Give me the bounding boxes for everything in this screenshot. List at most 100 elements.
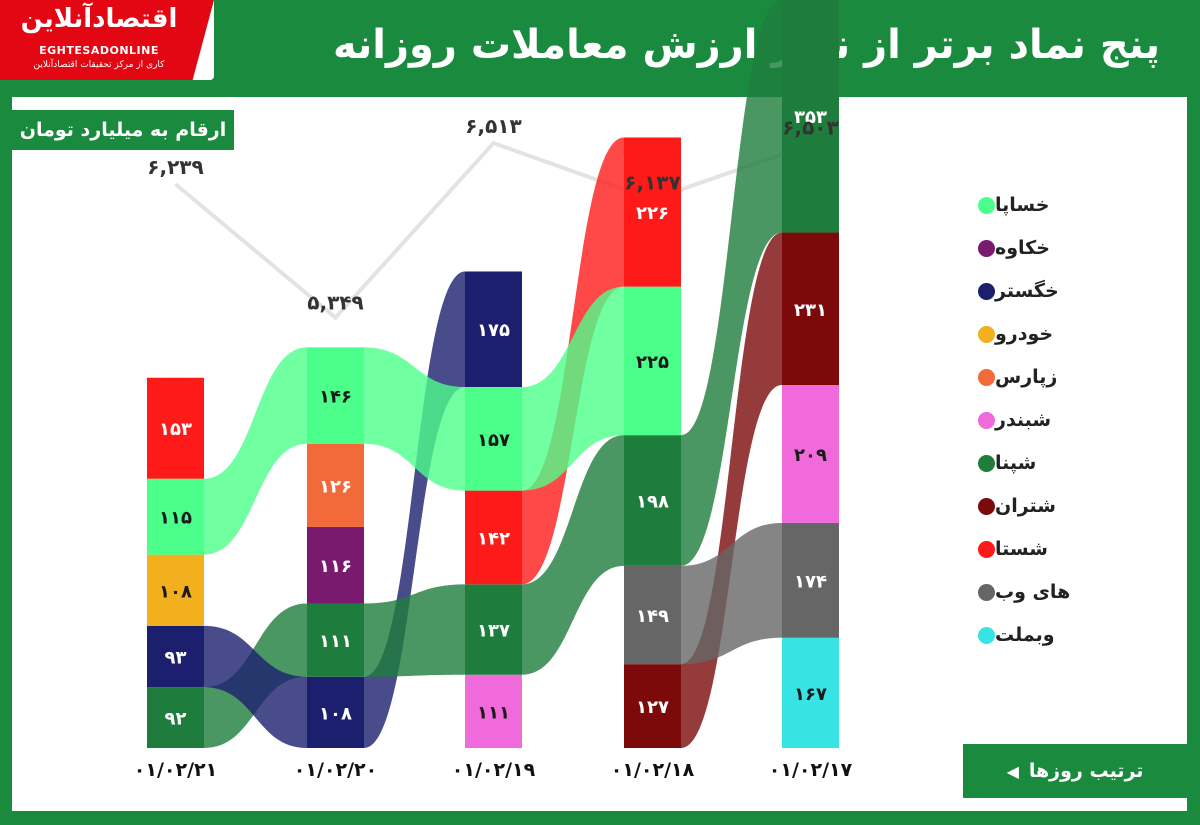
- bar-segment-زپارس: [307, 443, 364, 527]
- bar-segment-شپنا: [307, 603, 364, 677]
- legend-swatch: [978, 411, 995, 429]
- bar-segment-شستا: [624, 137, 681, 287]
- order-label-text: ترتیب روزها: [1028, 760, 1144, 782]
- logo: اقتصادآنلاین EGHTESADONLINE کاری از مرکز…: [0, 0, 214, 80]
- legend-item: وبملت: [970, 620, 1100, 650]
- bar-value-label: ۳۵۳: [794, 107, 827, 128]
- legend-label: خودرو: [995, 323, 1054, 345]
- bar-value-label: ۱۷۴: [794, 571, 827, 592]
- legend-item: خساپا: [970, 190, 1100, 220]
- legend-item: شتران: [970, 491, 1100, 521]
- legend-label: خگستر: [995, 280, 1059, 302]
- bar-segment-شستا: [147, 377, 204, 479]
- bar-value-label: ۱۱۵: [159, 508, 192, 529]
- totals-line: [174, 140, 812, 321]
- legend-label: زپارس: [995, 366, 1058, 388]
- legend-swatch: [978, 196, 995, 214]
- bar-value-label: ۱۱۱: [319, 631, 352, 652]
- legend-item: شبندر: [970, 405, 1100, 435]
- legend-item: شستا: [970, 534, 1100, 564]
- bar-value-label: ۱۷۵: [477, 320, 510, 341]
- bar-value-label: ۱۳۷: [477, 621, 510, 642]
- legend-swatch: [978, 540, 995, 558]
- flow-خساپا: [522, 286, 624, 491]
- bar-segment-شتران: [782, 232, 839, 385]
- bar-segment-شپنا: [782, 0, 839, 233]
- bar-value-label: ۲۲۶: [636, 203, 669, 224]
- logo-text: اقتصادآنلاین: [20, 4, 179, 34]
- flow-خساپا: [364, 347, 465, 491]
- flow-خگستر: [204, 625, 307, 748]
- bar-segment-شتران: [624, 664, 681, 748]
- bar-segment-وبملت: [782, 637, 839, 748]
- bar-value-label: ۱۵۳: [159, 419, 192, 440]
- total-label: ۶,۵۱۳: [465, 114, 521, 138]
- logo-subtitle: کاری از مرکز تحقیقات اقتصادآنلاین: [33, 60, 165, 70]
- flow-شپنا: [364, 584, 465, 677]
- bar-segment-خگستر: [465, 271, 522, 387]
- total-label: ۶,۲۳۹: [147, 155, 203, 179]
- bar-segment-خساپا: [624, 286, 681, 436]
- units-label: ارقام به میلیارد تومان: [12, 110, 234, 150]
- legend-swatch: [978, 583, 995, 601]
- bar-value-label: ۹۳: [165, 648, 187, 669]
- legend-label: خکاوه: [995, 237, 1050, 259]
- bar-segment-خساپا: [147, 478, 204, 555]
- bar-segment-های وب: [624, 565, 681, 665]
- bar-value-label: ۱۴۶: [319, 387, 352, 408]
- bar-segment-خساپا: [465, 386, 522, 491]
- total-label: ۶,۵۰۳: [782, 116, 838, 140]
- legend-item: زپارس: [970, 362, 1100, 392]
- flow-خساپا: [204, 347, 307, 555]
- bar-value-label: ۱۴۹: [636, 606, 669, 627]
- legend-item: خگستر: [970, 276, 1100, 306]
- totals-polyline: [174, 140, 812, 321]
- legend-swatch: [978, 368, 995, 386]
- page-title: پنج نماد برتر از نظر ارزش معاملات روزانه: [332, 22, 1160, 68]
- order-label: ترتیب روزها ◀: [963, 744, 1187, 798]
- bar-labels: ۹۲ ۹۳ ۱۰۸ ۱۱۵ ۱۵۳ ۱۰۸ ۱۱۱ ۱۱۶ ۱۲۶ ۱۴۶ ۱۱۱ ۱۳۷ ۱۴۲ ۱۵۷…: [159, 107, 827, 730]
- legend-swatch: [978, 454, 995, 472]
- bar-value-label: ۲۲۵: [636, 352, 669, 373]
- legend-swatch: [978, 626, 995, 644]
- arrow-left-icon: ◀: [1006, 761, 1019, 781]
- x-tick-label: ۰۱/۰۲/۱۷: [769, 759, 853, 781]
- x-tick-label: ۰۱/۰۲/۱۹: [452, 759, 536, 781]
- legend-label: شتران: [995, 495, 1056, 517]
- bar-segment-خودرو: [147, 554, 204, 626]
- bar-value-label: ۱۱۶: [319, 556, 352, 577]
- x-tick-label: ۰۱/۰۲/۱۸: [611, 759, 695, 781]
- logo-bar: [0, 0, 214, 80]
- bar-value-label: ۲۰۹: [794, 445, 827, 466]
- bar-segment-خکاوه: [307, 526, 364, 604]
- bar-segment-خگستر: [147, 625, 204, 688]
- bar-segment-شستا: [465, 490, 522, 585]
- legend-label: شپنا: [995, 452, 1037, 474]
- legend-item: خودرو: [970, 319, 1100, 349]
- x-tick-label: ۰۱/۰۲/۲۱: [134, 759, 217, 781]
- bar-value-label: ۱۴۲: [477, 528, 510, 549]
- bar-value-label: ۱۵۷: [477, 430, 510, 451]
- legend-label: های وب: [995, 581, 1071, 603]
- bar-segment-شبندر: [465, 674, 522, 748]
- legend-item: خکاوه: [970, 233, 1100, 263]
- legend-swatch: [978, 325, 995, 343]
- legend-item: های وب: [970, 577, 1100, 607]
- bar-value-label: ۱۰۸: [159, 581, 192, 602]
- legend-label: خساپا: [995, 194, 1050, 216]
- bar-value-label: ۱۶۷: [794, 684, 827, 705]
- x-tick-label: ۰۱/۰۲/۲۰: [294, 759, 377, 781]
- flow-شپنا: [681, 0, 782, 566]
- bar-segment-خگستر: [307, 676, 364, 748]
- bars: [147, 0, 839, 748]
- legend-swatch: [978, 497, 995, 515]
- total-label: ۶,۱۳۷: [624, 170, 680, 194]
- legend-swatch: [978, 239, 995, 257]
- bar-value-label: ۹۲: [165, 709, 187, 730]
- bar-segment-شبندر: [782, 385, 839, 523]
- legend-label: شبندر: [995, 409, 1052, 431]
- logo-english: EGHTESADONLINE: [39, 44, 159, 57]
- flows: [204, 0, 782, 749]
- bar-value-label: ۱۰۸: [319, 703, 352, 724]
